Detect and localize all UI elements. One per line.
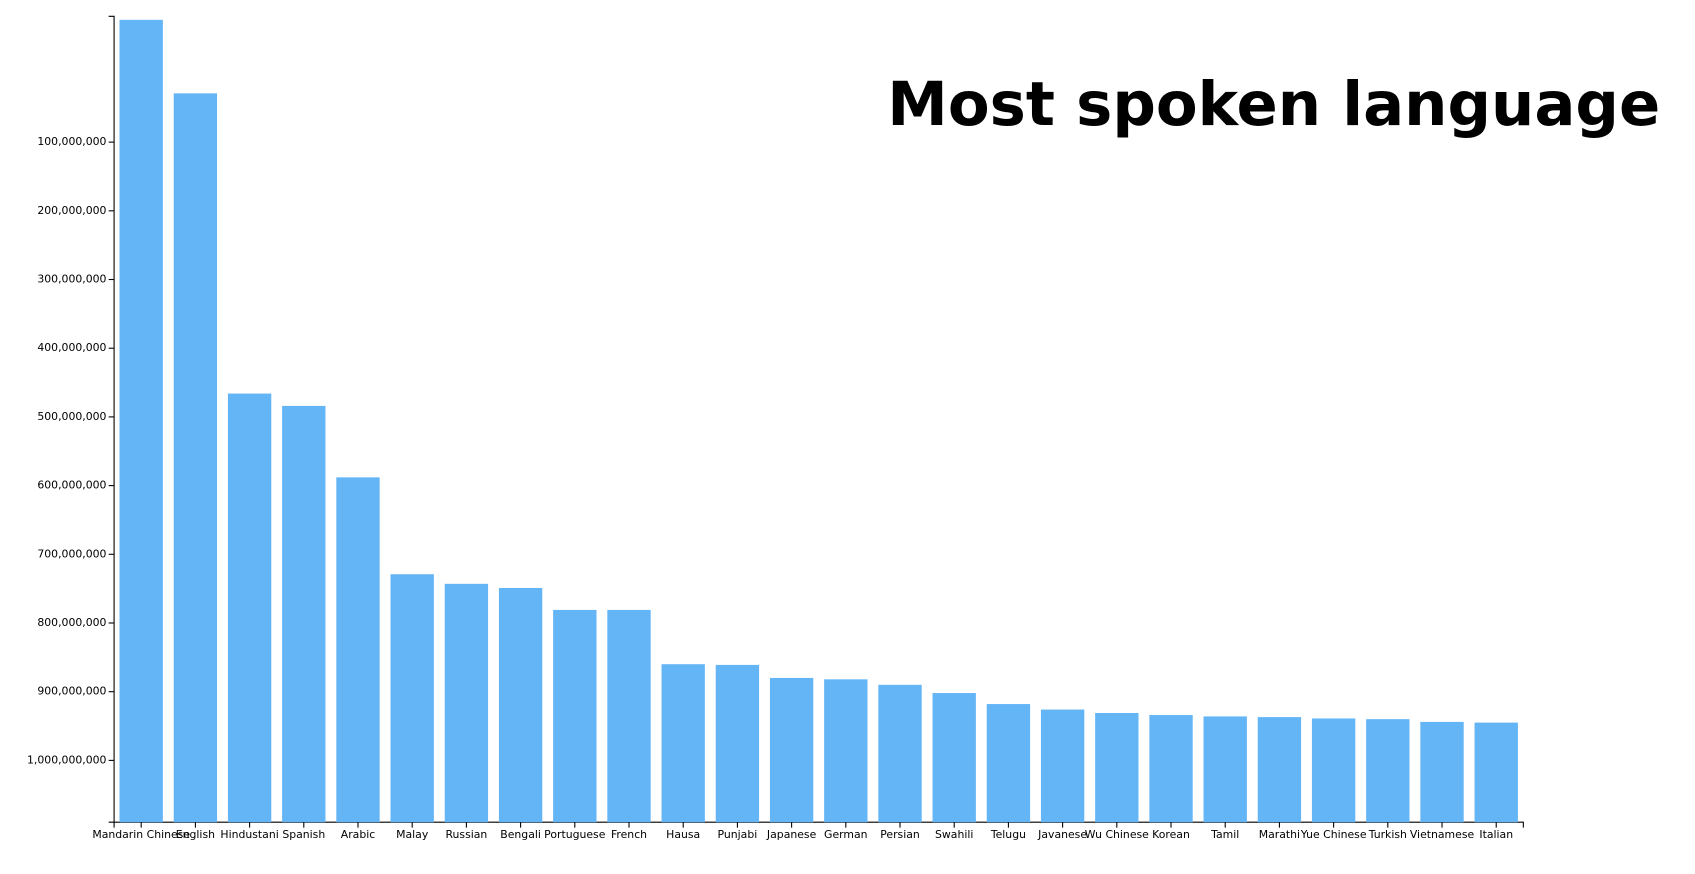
- x-tick-label: Yue Chinese: [1300, 828, 1367, 841]
- bar: [878, 684, 922, 823]
- bar: [173, 93, 218, 823]
- bar: [607, 609, 651, 823]
- bar: [336, 477, 380, 823]
- x-tick-label: Russian: [445, 828, 487, 841]
- bar: [661, 664, 705, 823]
- x-tick-label: Punjabi: [718, 828, 758, 841]
- x-tick-label: Malay: [396, 828, 429, 841]
- x-tick-label: English: [176, 828, 215, 841]
- bar: [282, 405, 326, 823]
- bar: [444, 583, 489, 823]
- y-tick-label: 1,000,000,000: [27, 753, 107, 766]
- y-tick-label: 800,000,000: [37, 616, 106, 629]
- x-tick-label: German: [824, 828, 868, 841]
- y-axis: [108, 15, 115, 823]
- bar: [932, 693, 976, 823]
- y-tick-label: 200,000,000: [37, 204, 106, 217]
- y-tick-label: 500,000,000: [37, 410, 106, 423]
- x-tick-label: Korean: [1152, 828, 1190, 841]
- x-tick-label: Wu Chinese: [1085, 828, 1149, 841]
- bar: [824, 679, 868, 823]
- x-tick-label: Turkish: [1368, 828, 1407, 841]
- bar: [1040, 709, 1085, 823]
- y-tick-label: 600,000,000: [37, 479, 106, 492]
- x-tick-label: French: [611, 828, 647, 841]
- x-tick-label: Telugu: [990, 828, 1026, 841]
- x-tick-label: Japanese: [766, 828, 817, 841]
- bar: [1311, 718, 1356, 823]
- x-tick-label: Hindustani: [220, 828, 278, 841]
- bar: [1257, 717, 1302, 823]
- x-tick-label: Tamil: [1210, 828, 1239, 841]
- bar: [390, 574, 434, 823]
- y-tick-label: 100,000,000: [37, 135, 106, 148]
- y-tick-label: 300,000,000: [37, 273, 106, 286]
- bar: [498, 587, 543, 823]
- y-tick-label: 900,000,000: [37, 685, 106, 698]
- bar: [1366, 719, 1410, 823]
- bar: [1474, 722, 1518, 823]
- bar: [1149, 715, 1193, 823]
- x-tick-label: Persian: [880, 828, 920, 841]
- y-tick-label: 700,000,000: [37, 547, 106, 560]
- x-axis: [113, 821, 1524, 828]
- x-tick-label: Bengali: [500, 828, 541, 841]
- bar: [986, 704, 1031, 823]
- bar: [769, 677, 814, 823]
- bar: [1203, 716, 1247, 823]
- x-tick-label: Spanish: [282, 828, 325, 841]
- bar: [553, 609, 597, 823]
- bar: [715, 664, 760, 823]
- x-tick-label: Italian: [1479, 828, 1513, 841]
- x-tick-label: Hausa: [666, 828, 700, 841]
- x-tick-label: Marathi: [1259, 828, 1300, 841]
- x-tick-label: Arabic: [341, 828, 375, 841]
- x-tick-label: Vietnamese: [1410, 828, 1475, 841]
- chart-title: Most spoken language: [887, 70, 1660, 140]
- y-tick-label: 400,000,000: [37, 341, 106, 354]
- bar: [1095, 712, 1139, 823]
- x-tick-label: Javanese: [1037, 828, 1087, 841]
- bar: [1420, 721, 1464, 823]
- bar: [119, 19, 163, 823]
- x-tick-label: Swahili: [935, 828, 973, 841]
- bar: [227, 393, 272, 823]
- x-tick-label: Portuguese: [544, 828, 606, 841]
- x-tick-label: Mandarin Chinese: [92, 828, 190, 841]
